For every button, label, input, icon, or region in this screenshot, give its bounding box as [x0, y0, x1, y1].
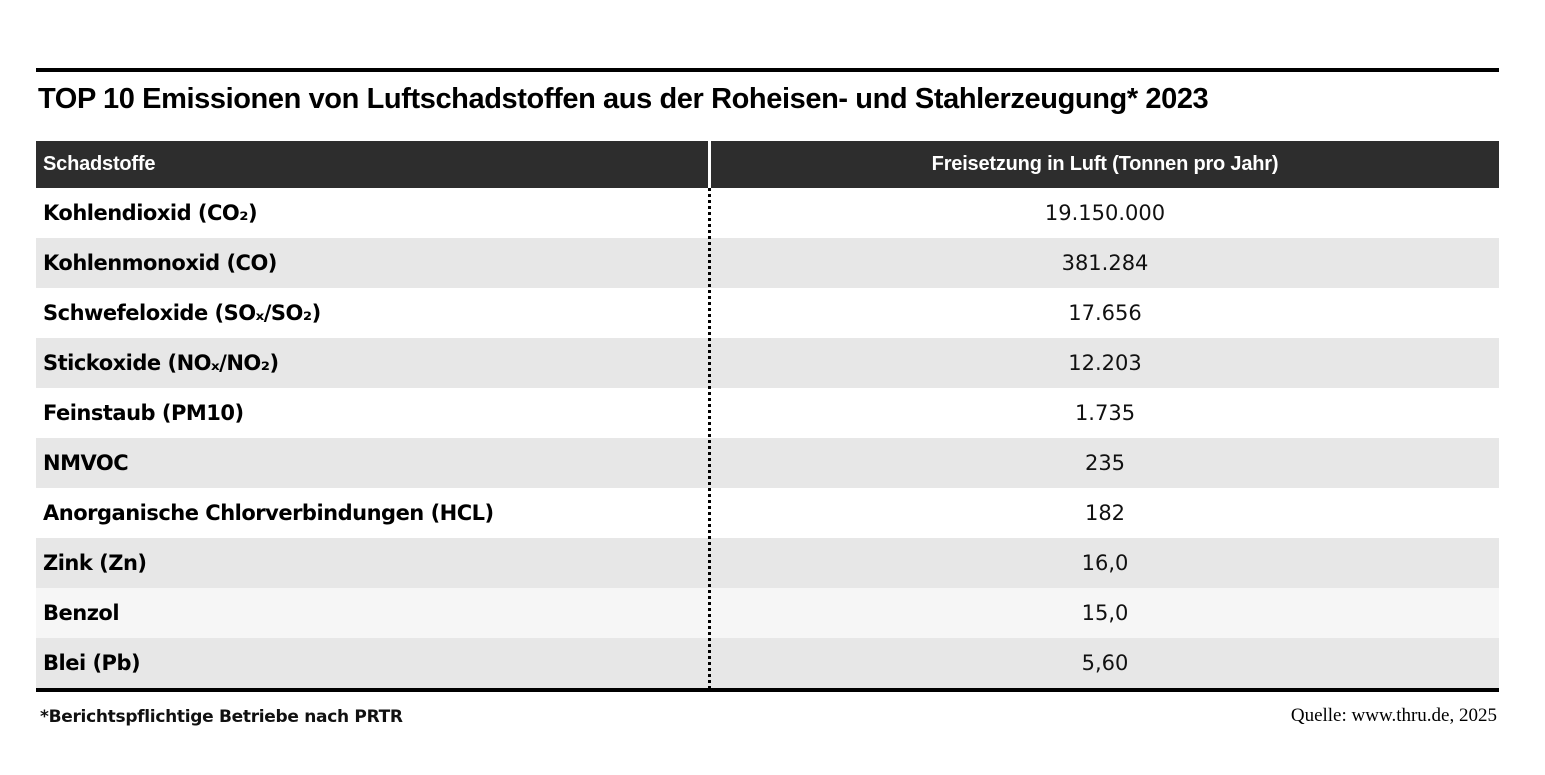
table-row: Anorganische Chlorverbindungen (HCL) 182 — [36, 488, 1499, 538]
pollutant-label: Benzol — [43, 601, 120, 625]
emission-value: 182 — [1084, 501, 1126, 525]
emission-value: 19.150.000 — [1044, 201, 1166, 225]
pollutant-label: Feinstaub (PM10) — [43, 401, 244, 425]
pollutant-label: NMVOC — [43, 451, 129, 475]
emission-value: 16,0 — [1081, 551, 1129, 575]
pollutant-label: Stickoxide (NOₓ/NO₂) — [43, 351, 279, 375]
table-header-row: Schadstoffe Freisetzung in Luft (Tonnen … — [36, 141, 1499, 188]
emission-value: 12.203 — [1068, 351, 1142, 375]
footnote: *Berichtspflichtige Betriebe nach PRTR — [40, 707, 403, 727]
page-title: TOP 10 Emissionen von Luftschadstoffen a… — [38, 83, 1209, 115]
header-cell-freisetzung: Freisetzung in Luft (Tonnen pro Jahr) — [711, 141, 1499, 188]
table-row: NMVOC 235 — [36, 438, 1499, 488]
pollutant-label: Kohlenmonoxid (CO) — [43, 251, 277, 275]
table-body: Kohlendioxid (CO₂) 19.150.000 Kohlenmono… — [36, 188, 1499, 688]
header-cell-schadstoffe: Schadstoffe — [36, 141, 708, 188]
table-row: Feinstaub (PM10) 1.735 — [36, 388, 1499, 438]
table-row: Kohlendioxid (CO₂) 19.150.000 — [36, 188, 1499, 238]
table-row: Zink (Zn) 16,0 — [36, 538, 1499, 588]
emission-value: 17.656 — [1068, 301, 1142, 325]
emission-value: 15,0 — [1081, 601, 1129, 625]
emission-value: 381.284 — [1061, 251, 1149, 275]
table-row: Kohlenmonoxid (CO) 381.284 — [36, 238, 1499, 288]
source-credit: Quelle: www.thru.de, 2025 — [1290, 705, 1497, 726]
pollutant-label: Schwefeloxide (SOₓ/SO₂) — [43, 301, 321, 325]
table-row: Stickoxide (NOₓ/NO₂) 12.203 — [36, 338, 1499, 388]
emission-value: 1.735 — [1074, 401, 1136, 425]
table-row: Benzol 15,0 — [36, 588, 1499, 638]
table-row: Schwefeloxide (SOₓ/SO₂) 17.656 — [36, 288, 1499, 338]
pollutant-label: Kohlendioxid (CO₂) — [43, 201, 258, 225]
column-divider-dotted-line — [708, 188, 711, 688]
pollutant-label: Anorganische Chlorverbindungen (HCL) — [43, 501, 494, 525]
pollutant-label: Blei (Pb) — [43, 651, 141, 675]
table-row: Blei (Pb) 5,60 — [36, 638, 1499, 688]
pollutant-label: Zink (Zn) — [43, 551, 147, 575]
bottom-rule — [36, 688, 1499, 692]
top-rule — [36, 68, 1499, 72]
emission-value: 235 — [1084, 451, 1126, 475]
emission-value: 5,60 — [1081, 651, 1129, 675]
